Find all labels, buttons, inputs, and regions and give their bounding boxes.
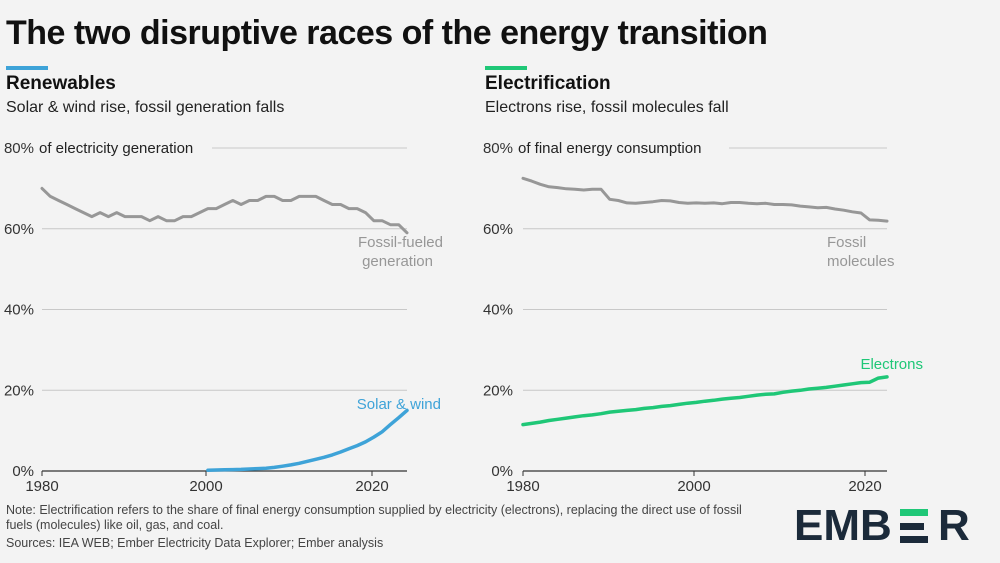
electrification-ytick-label: 80%	[483, 140, 513, 157]
footnote: Note: Electrification refers to the shar…	[6, 503, 742, 532]
electrification-chart: 0% 20% 40% 60% 80% of final energy consumptio…	[483, 140, 923, 495]
renewables-heading: Renewables	[6, 73, 116, 94]
renewables-ytick-label: 0%	[12, 463, 34, 480]
logo-text-r: R	[938, 501, 970, 550]
renewables-ytick-label: 60%	[4, 221, 34, 238]
electrification-ytick-label: 20%	[483, 382, 513, 399]
electrification-accent-bar	[485, 66, 527, 70]
page-title: The two disruptive races of the energy t…	[6, 14, 768, 52]
electrification-series-label: Electrons	[860, 356, 923, 373]
electrification-series-fossil-molecules	[521, 176, 889, 223]
electrification-series-label: molecules	[827, 253, 895, 270]
electrification-xtick-label: 2020	[848, 478, 881, 495]
electrification-heading: Electrification	[485, 73, 611, 94]
renewables-series-fossil-fueled-generation	[40, 186, 409, 235]
renewables-ylabel: of electricity generation	[39, 140, 193, 157]
renewables-series-solar-wind	[206, 408, 409, 472]
electrification-xtick-label: 2000	[677, 478, 710, 495]
renewables-chart: 0% 20% 40% 60% 80% of electricity generation 1…	[4, 140, 443, 495]
electrification-series-label: Fossil	[827, 234, 866, 251]
sources: Sources: IEA WEB; Ember Electricity Data…	[6, 536, 384, 550]
ember-logo: EMB R	[794, 501, 984, 550]
electrification-ytick-label: 0%	[491, 463, 513, 480]
renewables-ytick-label: 40%	[4, 302, 34, 319]
renewables-xtick-label: 1980	[25, 478, 58, 495]
electrification-ylabel: of final energy consumption	[518, 140, 701, 157]
electrification-ytick-label: 60%	[483, 221, 513, 238]
renewables-xtick-label: 2020	[355, 478, 388, 495]
renewables-series-label: Solar & wind	[357, 396, 441, 413]
renewables-series-label: Fossil-fueled	[358, 234, 443, 251]
electrification-ytick-label: 40%	[483, 302, 513, 319]
electrification-subtitle: Electrons rise, fossil molecules fall	[485, 99, 729, 116]
logo-text-emb: EMB	[794, 501, 892, 550]
renewables-ytick-label: 80%	[4, 140, 34, 157]
renewables-series-label: generation	[362, 253, 433, 270]
renewables-xtick-label: 2000	[189, 478, 222, 495]
renewables-accent-bar	[6, 66, 48, 70]
logo-e-glyph	[900, 509, 928, 543]
renewables-subtitle: Solar & wind rise, fossil generation fal…	[6, 99, 285, 116]
renewables-ytick-label: 20%	[4, 382, 34, 399]
electrification-xtick-label: 1980	[506, 478, 539, 495]
electrification-series-electrons	[521, 375, 889, 427]
